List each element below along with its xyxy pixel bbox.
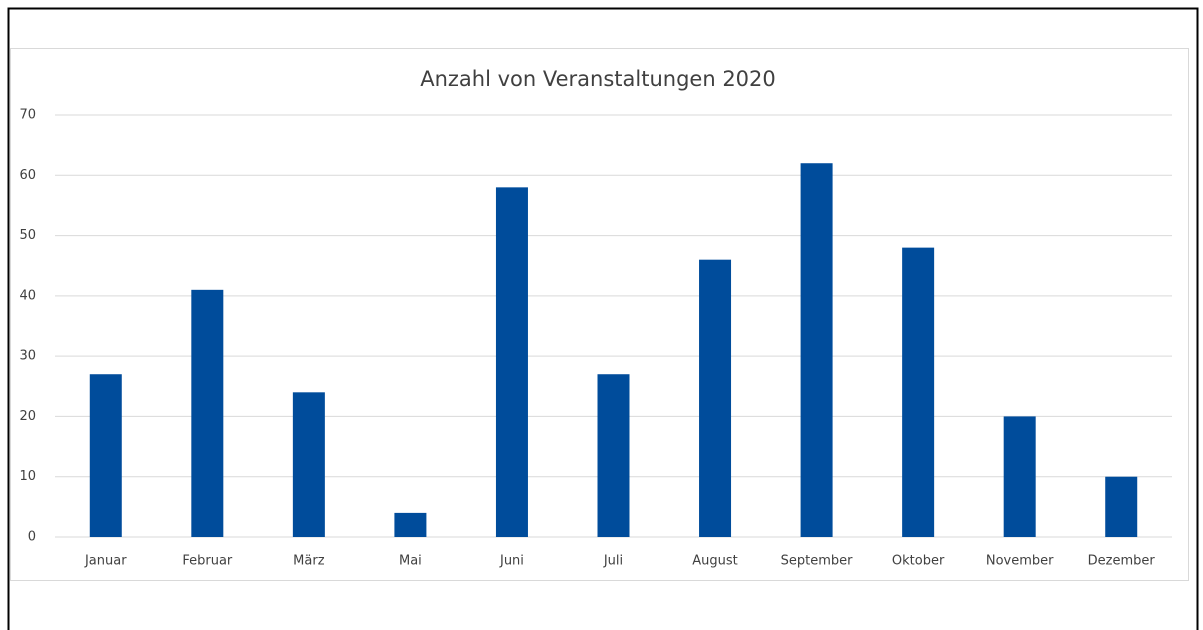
y-tick-label: 10	[19, 469, 36, 484]
bar	[89, 374, 122, 537]
x-tick-label: November	[986, 554, 1054, 569]
x-tick-label: Juli	[603, 554, 623, 569]
bar	[597, 374, 630, 537]
chart-area	[10, 48, 1189, 581]
bar	[292, 392, 325, 537]
bar	[699, 259, 732, 537]
x-tick-label: August	[692, 554, 738, 569]
bar	[394, 512, 427, 537]
y-tick-label: 40	[19, 288, 36, 303]
y-tick-label: 60	[19, 168, 36, 183]
bar	[902, 247, 935, 537]
x-tick-label: Juni	[499, 554, 524, 569]
y-tick-label: 50	[19, 228, 36, 243]
y-tick-label: 70	[19, 108, 36, 123]
bar	[191, 289, 224, 537]
bar	[495, 187, 528, 538]
x-tick-label: Dezember	[1088, 554, 1156, 569]
y-tick-label: 30	[19, 349, 36, 364]
y-tick-label: 0	[28, 530, 36, 545]
bar	[800, 163, 833, 537]
x-tick-label: März	[293, 554, 325, 569]
x-tick-label: Januar	[84, 554, 127, 569]
chart-title: Anzahl von Veranstaltungen 2020	[420, 67, 776, 91]
x-tick-label: Oktober	[892, 554, 945, 569]
bar	[1003, 416, 1036, 537]
x-tick-label: Mai	[399, 554, 422, 569]
x-tick-label: Februar	[182, 554, 233, 569]
y-tick-label: 20	[19, 409, 36, 424]
bar	[1105, 476, 1138, 537]
frame	[7, 7, 1199, 630]
x-tick-label: September	[781, 554, 854, 569]
